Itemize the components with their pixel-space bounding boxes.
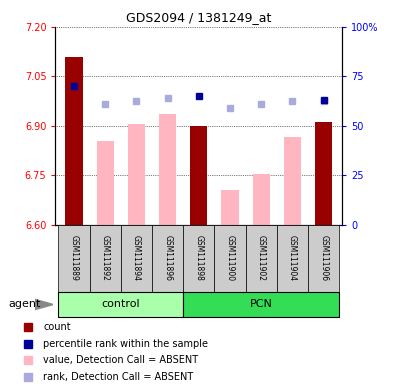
Bar	[159, 114, 176, 225]
Text: GSM111896: GSM111896	[163, 235, 172, 281]
Text: count: count	[43, 322, 70, 332]
Text: percentile rank within the sample: percentile rank within the sample	[43, 339, 208, 349]
Text: rank, Detection Call = ABSENT: rank, Detection Call = ABSENT	[43, 372, 193, 382]
Text: value, Detection Call = ABSENT: value, Detection Call = ABSENT	[43, 356, 198, 366]
Bar	[307, 225, 338, 292]
Text: GSM111904: GSM111904	[287, 235, 296, 281]
Bar	[90, 225, 121, 292]
Text: PCN: PCN	[249, 299, 272, 310]
Bar	[245, 225, 276, 292]
Bar	[152, 225, 183, 292]
Bar	[276, 225, 307, 292]
Text: GSM111894: GSM111894	[132, 235, 141, 281]
Text: agent: agent	[8, 299, 40, 309]
Bar	[190, 126, 207, 225]
Bar	[221, 190, 238, 225]
Bar	[183, 225, 214, 292]
Bar	[283, 137, 300, 225]
Text: GSM111889: GSM111889	[70, 235, 79, 281]
Bar	[252, 174, 269, 225]
Bar	[65, 56, 83, 225]
Text: GSM111906: GSM111906	[318, 235, 327, 281]
Title: GDS2094 / 1381249_at: GDS2094 / 1381249_at	[126, 11, 271, 24]
Bar	[314, 122, 331, 225]
Text: control: control	[101, 299, 140, 310]
Polygon shape	[35, 300, 53, 310]
Text: GSM111900: GSM111900	[225, 235, 234, 281]
Bar	[183, 292, 338, 317]
Bar	[214, 225, 245, 292]
Bar	[58, 225, 90, 292]
Bar	[128, 124, 145, 225]
Bar	[58, 292, 183, 317]
Text: GSM111902: GSM111902	[256, 235, 265, 281]
Bar	[121, 225, 152, 292]
Bar	[97, 141, 114, 225]
Text: GSM111898: GSM111898	[194, 235, 203, 281]
Text: GSM111892: GSM111892	[101, 235, 110, 281]
